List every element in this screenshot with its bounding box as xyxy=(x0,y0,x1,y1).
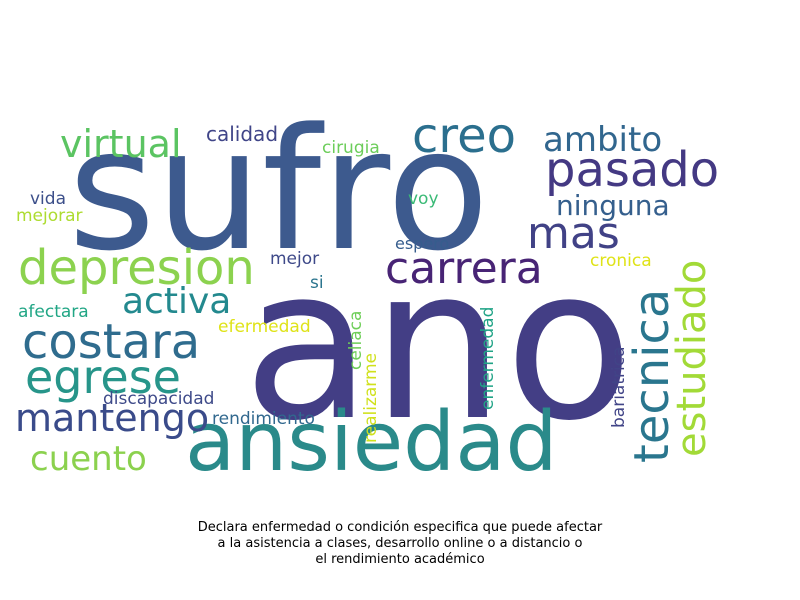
word-pasado: pasado xyxy=(545,142,720,198)
caption-line-2: a la asistencia a clases, desarrollo onl… xyxy=(217,536,583,551)
word-mantengo: mantengo xyxy=(15,396,210,440)
word-ansiedad: ansiedad xyxy=(185,395,558,490)
word-estudiado: estudiado xyxy=(669,259,715,457)
word-realizarme: realizarme xyxy=(361,353,381,443)
word-cirugia: cirugia xyxy=(322,138,380,158)
word-bariatrica: bariatrica xyxy=(609,346,629,428)
word-enfermedad: enfermedad xyxy=(478,306,498,410)
word-carrera: carrera xyxy=(385,243,543,294)
word-afectara: afectara xyxy=(18,302,89,322)
word-mejor: mejor xyxy=(270,249,320,269)
word-ano: ano xyxy=(243,222,634,467)
word-activa: activa xyxy=(122,281,232,322)
word-ninguna: ninguna xyxy=(556,189,670,222)
word-ambito: ambito xyxy=(543,120,663,160)
word-costara: costara xyxy=(22,314,201,370)
word-creo: creo xyxy=(412,108,516,164)
word-si: si xyxy=(310,273,324,293)
word-discapacidad: discapacidad xyxy=(103,389,215,409)
word-efermedad: efermedad xyxy=(218,317,311,337)
word-virtual: virtual xyxy=(60,122,182,166)
word-vida: vida xyxy=(30,189,66,209)
word-espero: espero xyxy=(395,234,450,253)
caption: Declara enfermedad o condición especific… xyxy=(150,520,650,568)
word-sufro: sufro xyxy=(68,92,490,288)
word-voy: voy xyxy=(408,189,439,209)
caption-line-1: Declara enfermedad o condición especific… xyxy=(197,520,603,535)
word-mejorar: mejorar xyxy=(16,206,83,226)
word-depresion: depresion xyxy=(18,240,255,296)
word-rendimiento: rendimiento xyxy=(212,409,315,429)
word-mas: mas xyxy=(527,208,620,259)
word-calidad: calidad xyxy=(206,122,279,146)
word-egrese: egrese xyxy=(25,350,181,404)
caption-line-3: el rendimiento académico xyxy=(315,552,485,567)
word-cuento: cuento xyxy=(30,439,147,479)
word-cronica: cronica xyxy=(590,251,652,271)
